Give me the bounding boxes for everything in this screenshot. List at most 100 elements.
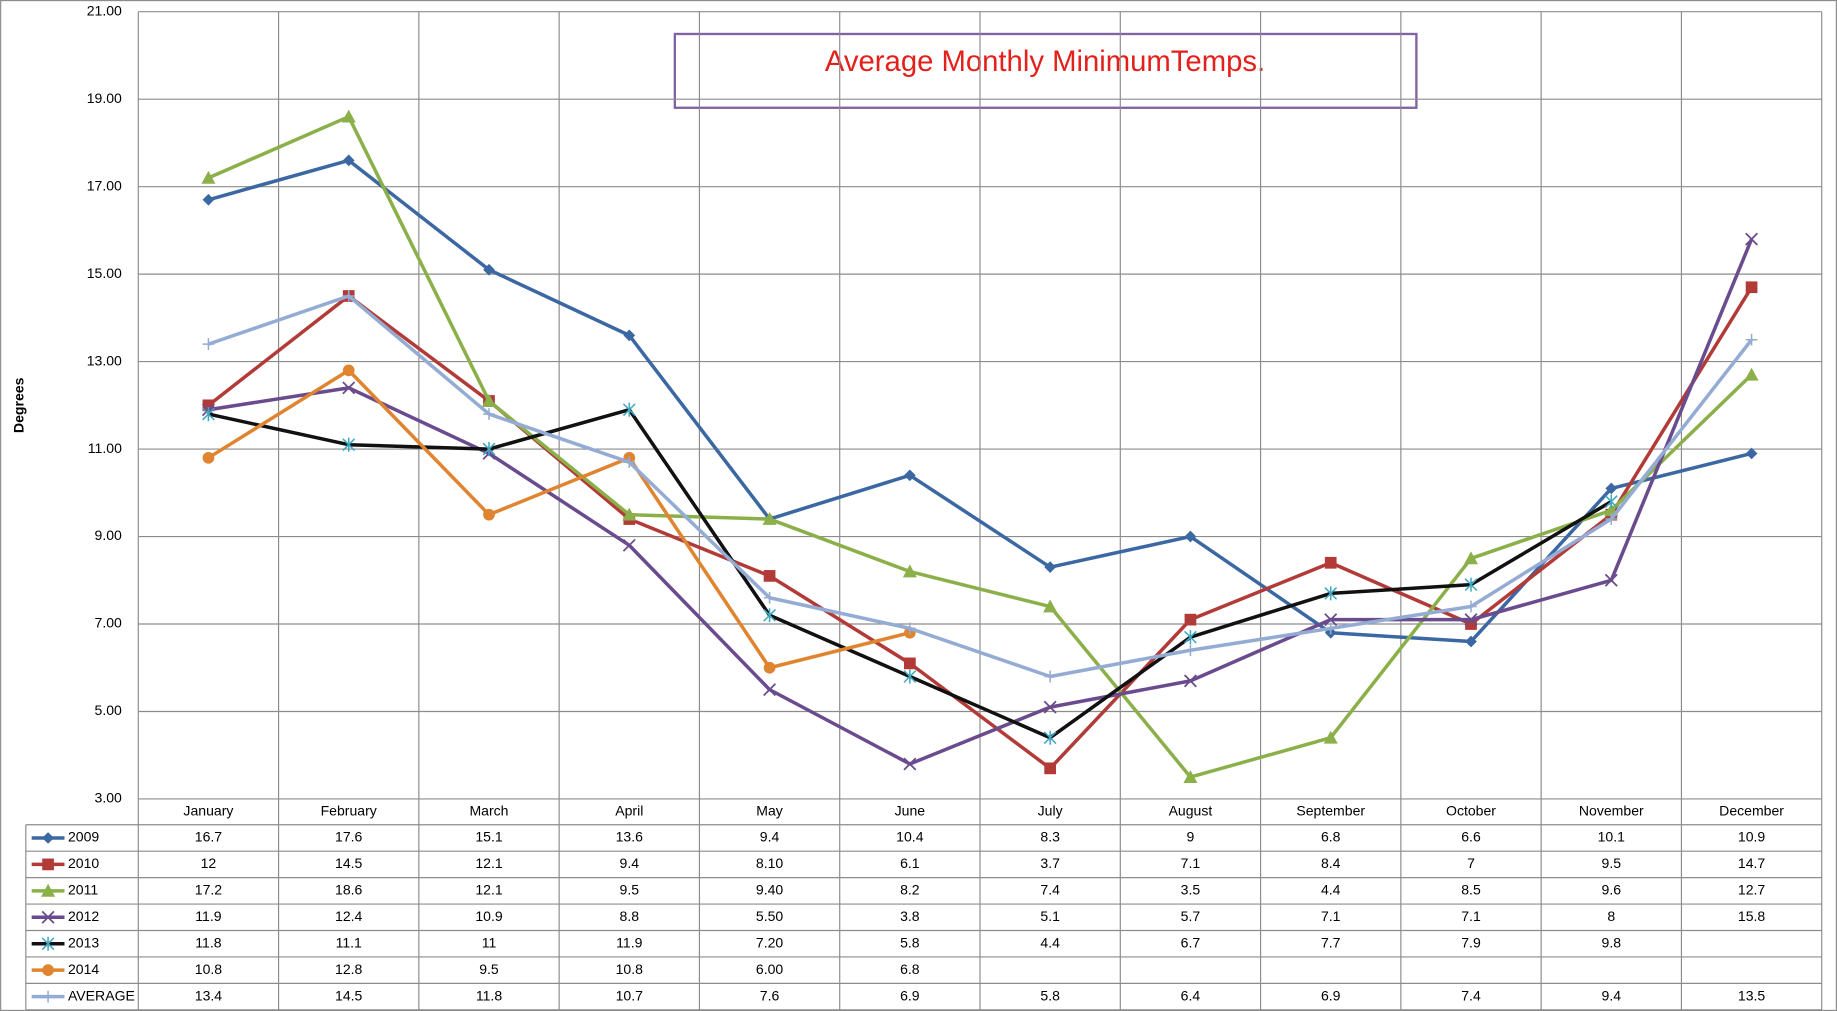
series-line — [207, 286, 1754, 771]
y-tick-label: 21.00 — [87, 2, 122, 18]
marker-part — [1744, 367, 1759, 381]
marker — [42, 964, 54, 977]
marker — [762, 512, 777, 525]
table-value: 7.1 — [1321, 908, 1341, 924]
table-value: 7.4 — [1461, 987, 1481, 1003]
x-tick-label: November — [1579, 803, 1644, 819]
marker-part — [1324, 622, 1337, 635]
table-value: 12.8 — [335, 961, 363, 977]
marker-part — [904, 469, 916, 482]
marker-part — [1745, 281, 1758, 294]
table-value: 12.1 — [475, 882, 503, 898]
marker — [1183, 770, 1198, 783]
marker-part — [202, 407, 215, 422]
table-value: 14.5 — [335, 855, 363, 871]
table-value: 8.4 — [1321, 855, 1341, 871]
marker — [1044, 762, 1057, 775]
y-tick-label: 3.00 — [95, 790, 123, 806]
y-tick-label: 11.00 — [88, 440, 122, 456]
table-value: 5.8 — [1040, 987, 1060, 1003]
marker — [41, 936, 55, 951]
marker — [1184, 644, 1197, 657]
legend-label: AVERAGE — [68, 987, 135, 1003]
marker — [623, 456, 636, 469]
table-value: 9.4 — [620, 855, 640, 871]
table-value: 7.9 — [1461, 934, 1481, 950]
marker-part — [1183, 770, 1198, 783]
table-value: 14.5 — [335, 987, 363, 1003]
marker-part — [763, 591, 776, 604]
table-value: 3.8 — [900, 908, 920, 924]
marker-part — [902, 564, 917, 578]
table-value: 8.10 — [756, 855, 784, 871]
table-value: 9.40 — [756, 882, 784, 898]
marker-part — [481, 393, 497, 407]
x-tick-label: January — [183, 803, 233, 819]
table-value: 13.4 — [195, 987, 223, 1003]
marker-part — [1324, 613, 1338, 627]
table-value: 8 — [1607, 908, 1615, 924]
marker-part — [1183, 674, 1197, 688]
marker — [1184, 630, 1197, 645]
marker-part — [903, 669, 917, 684]
marker-part — [1745, 333, 1758, 346]
marker-part — [1323, 730, 1338, 744]
marker-part — [763, 661, 776, 674]
table-value: 10.8 — [616, 961, 644, 977]
marker — [1605, 513, 1618, 525]
table-value: 7.4 — [1040, 882, 1060, 898]
table-value: 7.6 — [760, 987, 780, 1003]
series-line — [207, 294, 1753, 679]
marker-part — [342, 290, 355, 302]
marker — [483, 508, 495, 521]
table-value: 18.6 — [335, 882, 363, 898]
marker — [622, 507, 637, 521]
legend-label: 2012 — [68, 908, 99, 924]
marker-part — [1184, 644, 1197, 657]
y-tick-label: 5.00 — [95, 702, 123, 718]
table-value: 7 — [1467, 855, 1475, 871]
marker-part — [202, 193, 215, 206]
marker — [342, 381, 356, 395]
marker — [904, 657, 916, 670]
marker — [1463, 551, 1479, 565]
marker-part — [483, 408, 495, 420]
marker — [202, 407, 215, 422]
table-value: 12 — [201, 855, 217, 871]
marker — [1323, 730, 1338, 744]
y-tick-label: 15.00 — [87, 265, 122, 281]
y-tick-label: 19.00 — [87, 90, 122, 106]
table-value: 9.5 — [1602, 855, 1622, 871]
title-box — [673, 32, 1418, 109]
legend-label: 2014 — [68, 961, 99, 977]
marker — [481, 393, 497, 407]
x-tick-label: June — [895, 803, 926, 819]
marker-part — [41, 883, 56, 897]
marker — [1745, 333, 1758, 346]
marker — [1465, 635, 1477, 648]
table-value: 3.7 — [1040, 855, 1060, 871]
marker — [1465, 600, 1477, 613]
marker-part — [1745, 232, 1759, 246]
data-table — [25, 798, 1823, 1011]
table-value: 6.00 — [756, 961, 784, 977]
table-value: 9.8 — [1602, 934, 1622, 950]
table-value: 11 — [482, 934, 497, 950]
marker — [202, 193, 215, 206]
marker — [1324, 556, 1337, 569]
table-value: 8.8 — [620, 908, 640, 924]
marker-part — [342, 381, 356, 395]
table-value: 6.8 — [900, 961, 920, 977]
marker — [763, 570, 776, 582]
marker — [1044, 561, 1057, 574]
marker — [623, 329, 636, 342]
table-value: 10.4 — [896, 829, 924, 845]
table-value: 6.9 — [1321, 987, 1341, 1003]
marker — [763, 591, 776, 604]
marker — [1745, 232, 1759, 246]
marker — [483, 408, 495, 420]
marker-part — [42, 832, 54, 844]
marker — [342, 154, 355, 167]
marker — [342, 437, 356, 452]
